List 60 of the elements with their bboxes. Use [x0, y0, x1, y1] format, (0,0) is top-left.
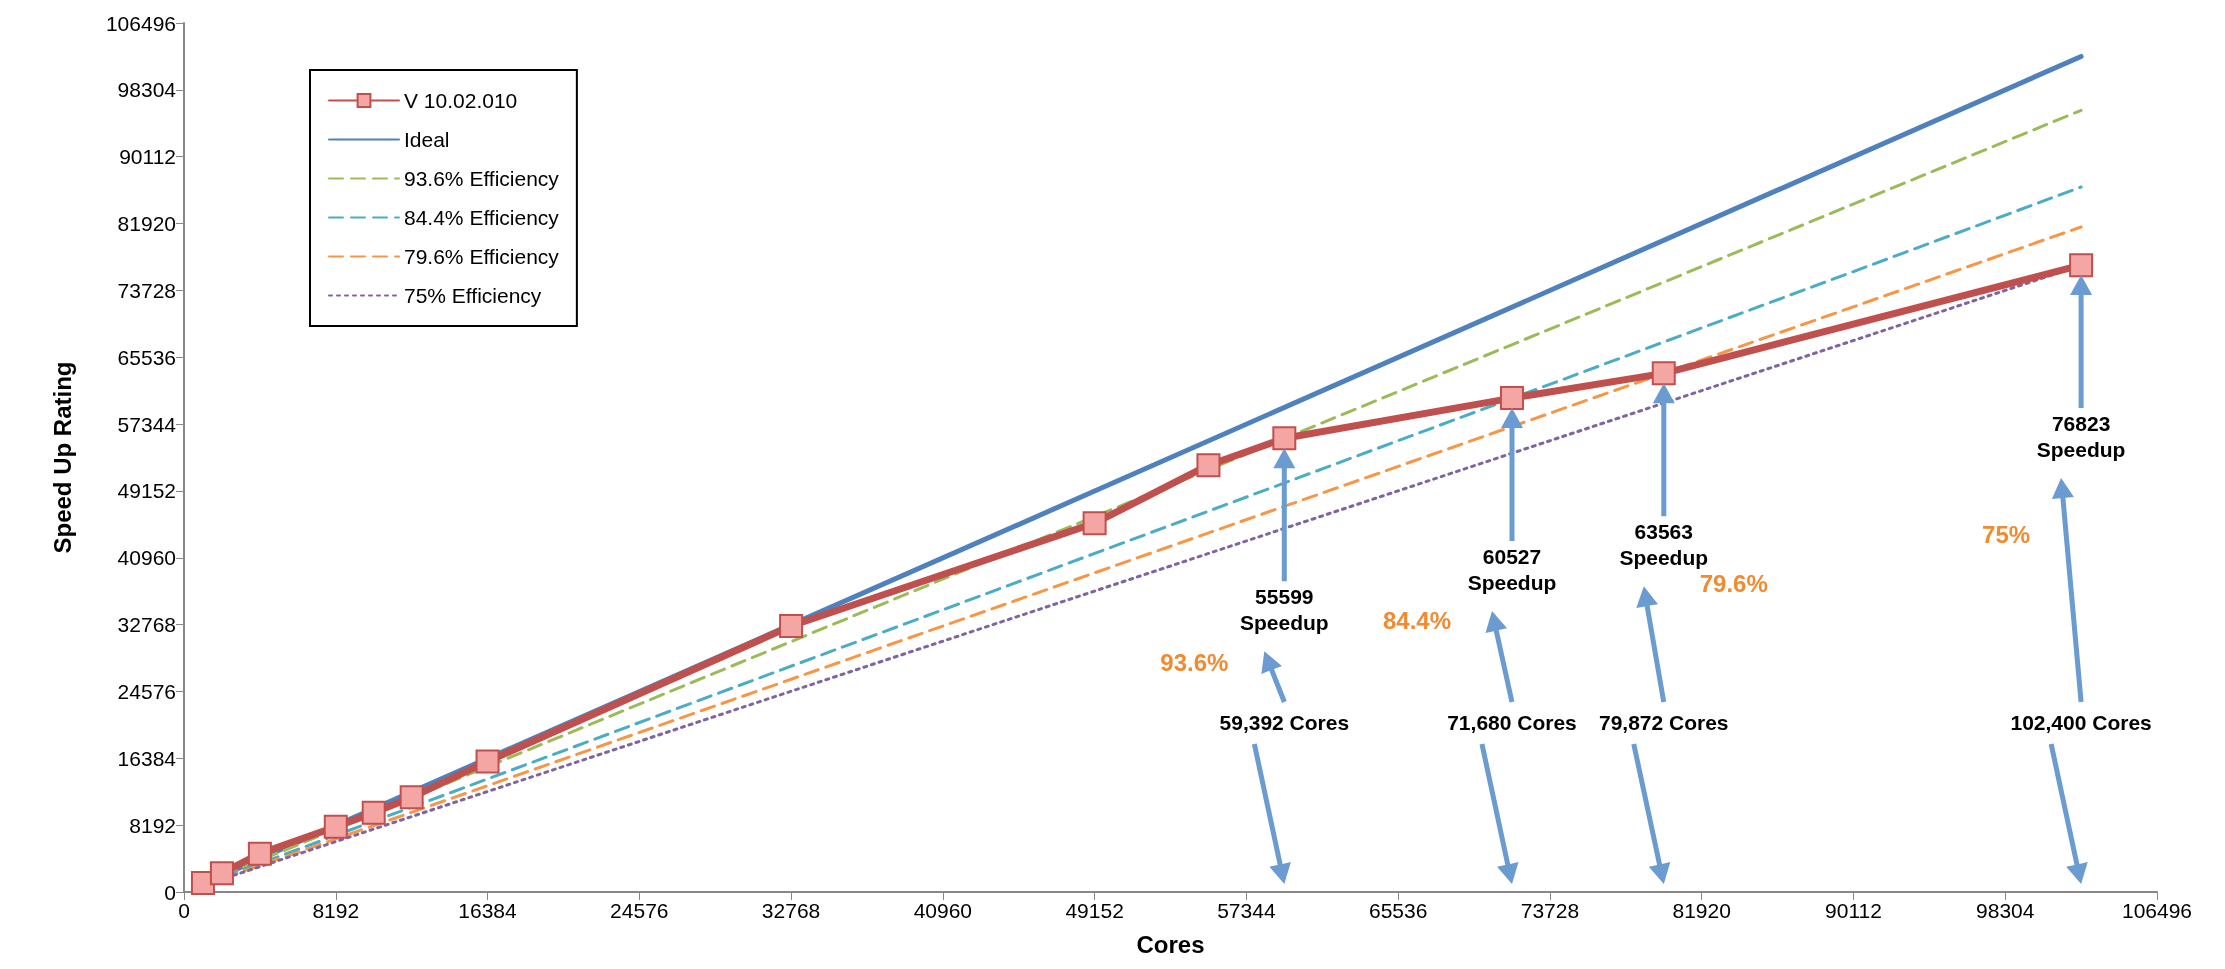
legend-label: 93.6% Efficiency [404, 167, 560, 190]
y-tick-label: 8192 [129, 813, 176, 837]
point [2069, 253, 2094, 278]
y-tick-label: 0 [164, 880, 176, 904]
annotation: 55599 Speedup [1239, 584, 1329, 634]
x-tick-label: 65536 [1368, 899, 1428, 922]
y-tick-label: 90112 [119, 145, 176, 169]
point [1651, 361, 1676, 386]
annotation: 93.6% [1160, 648, 1229, 676]
x-tick-label: 57344 [1217, 899, 1276, 922]
annotation: 84.4% [1382, 606, 1452, 634]
legend-label: 75% Efficiency [404, 284, 542, 307]
point [247, 841, 272, 866]
annotation: 102,400 Cores [2010, 710, 2152, 734]
point [361, 800, 386, 825]
legend-label: 79.6% Efficiency [404, 245, 560, 268]
y-axis-title: Speed Up Rating [48, 361, 76, 554]
legend-label: V 10.02.010 [404, 89, 518, 112]
point [1196, 453, 1221, 478]
x-axis-title: Cores [1136, 930, 1205, 958]
annotation: 79.6% [1699, 569, 1768, 597]
y-tick-label: 106496 [105, 11, 176, 35]
annotation: 76823 Speedup [2036, 411, 2126, 461]
y-tick-label: 65536 [117, 345, 176, 369]
point [779, 613, 804, 638]
x-tick-label: 98304 [1976, 899, 2035, 922]
annotation: 75% [1982, 520, 2031, 548]
annotation: 79,872 Cores [1598, 710, 1729, 734]
legend-label: Ideal [404, 128, 450, 151]
x-tick-label: 81920 [1672, 899, 1731, 922]
x-tick-label: 106496 [2121, 899, 2193, 922]
x-tick-label: 90112 [1825, 899, 1882, 922]
point [1082, 511, 1107, 536]
point [399, 785, 424, 810]
y-tick-label: 24576 [117, 679, 176, 703]
x-tick-label: 40960 [913, 899, 973, 922]
y-tick-label: 73728 [117, 278, 176, 302]
y-tick-label: 49152 [117, 479, 176, 503]
y-tick-label: 16384 [117, 746, 177, 770]
annotation: 59,392 Cores [1219, 710, 1350, 734]
annotation: 71,680 Cores [1447, 710, 1577, 734]
x-tick-label: 49152 [1065, 899, 1124, 922]
y-tick-label: 57344 [117, 412, 177, 436]
point [1272, 426, 1297, 451]
legend-label: 84.4% Efficiency [404, 206, 560, 229]
y-tick-label: 32768 [117, 613, 176, 637]
x-tick-label: 32768 [761, 899, 821, 922]
x-tick-label: 8192 [312, 899, 360, 922]
point [323, 814, 348, 839]
point [209, 861, 234, 886]
x-tick-label: 73728 [1520, 899, 1580, 922]
y-tick-label: 40960 [117, 546, 176, 570]
point [475, 749, 500, 774]
annotation: 60527 Speedup [1467, 544, 1557, 594]
y-tick-label: 98304 [117, 78, 177, 102]
x-tick-label: 24576 [610, 899, 669, 922]
annotation: 63563 Speedup [1619, 519, 1709, 569]
x-tick-label: 16384 [458, 899, 518, 922]
y-tick-label: 81920 [117, 212, 176, 236]
point [1499, 386, 1524, 411]
